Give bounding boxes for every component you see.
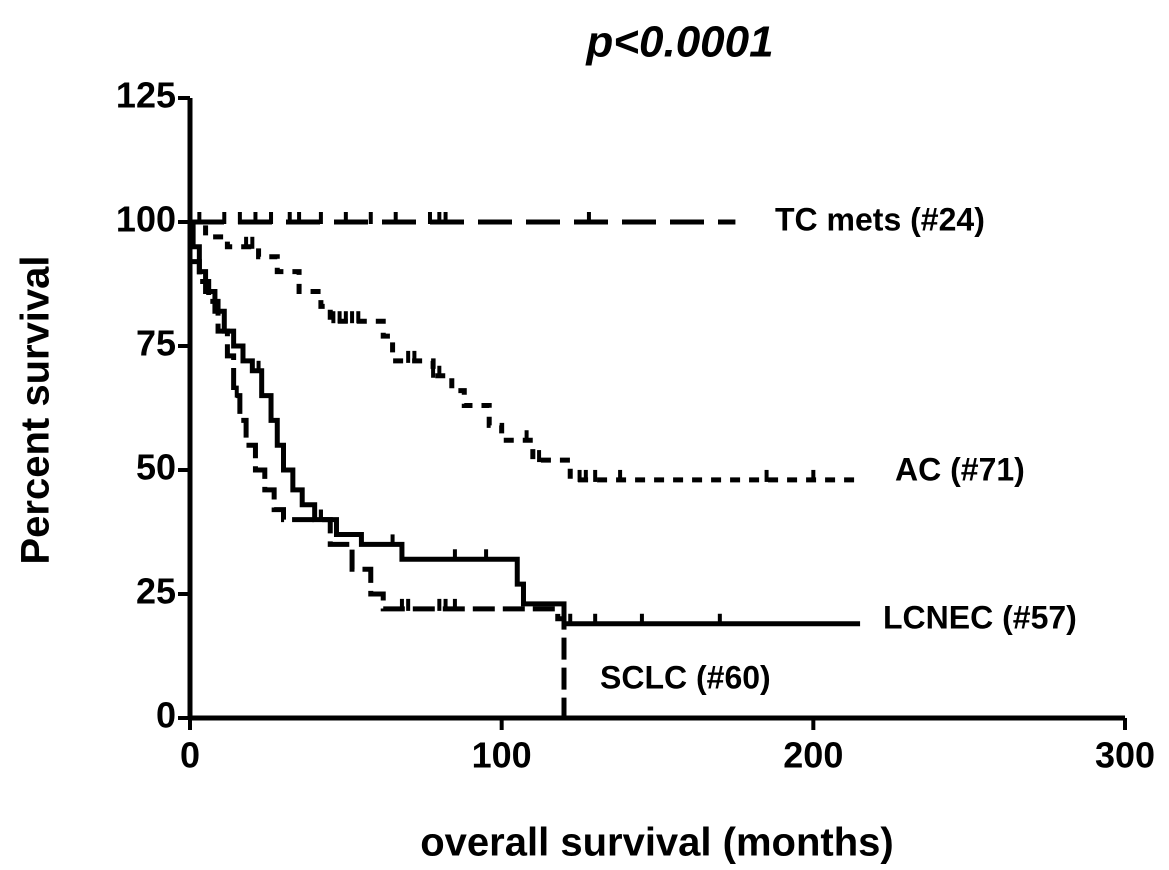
y-tick-label: 25 [136,571,176,612]
x-tick-label: 300 [1095,735,1155,776]
y-axis-label: Percent survival [14,255,58,564]
series-label: SCLC (#60) [600,659,771,695]
series-label: LCNEC (#57) [883,599,1077,635]
x-tick-label: 200 [783,735,843,776]
y-tick-label: 100 [116,199,176,240]
chart-title: p<0.0001 [585,18,773,67]
survival-line [190,219,861,627]
y-tick-label: 50 [136,447,176,488]
x-tick-label: 100 [472,735,532,776]
y-tick-label: 75 [136,323,176,364]
y-tick-label: 0 [156,695,176,736]
survival-line [190,219,861,483]
series-label: AC (#71) [895,451,1025,487]
x-axis-label: overall survival (months) [420,821,893,865]
x-tick-label: 0 [180,735,200,776]
survival-line [190,259,567,718]
series-label: TC mets (#24) [775,201,985,237]
y-tick-label: 125 [116,75,176,116]
